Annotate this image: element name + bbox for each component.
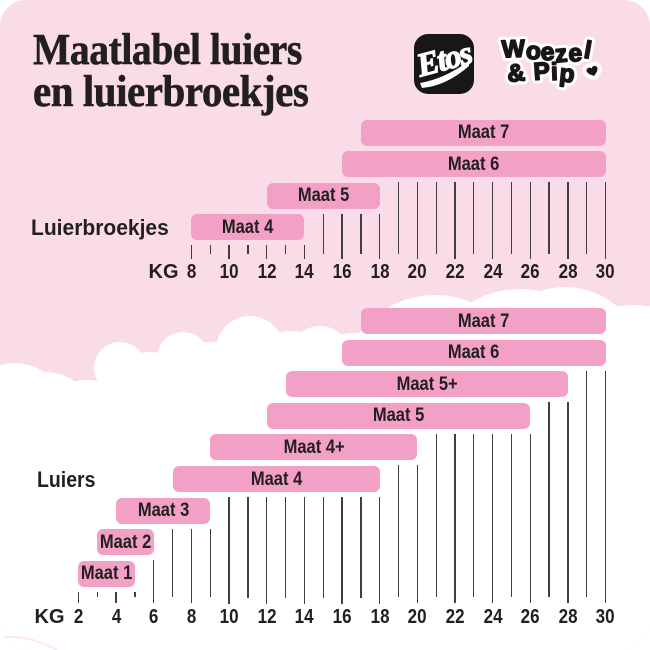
svg-text:& Pip: & Pip — [506, 58, 577, 89]
